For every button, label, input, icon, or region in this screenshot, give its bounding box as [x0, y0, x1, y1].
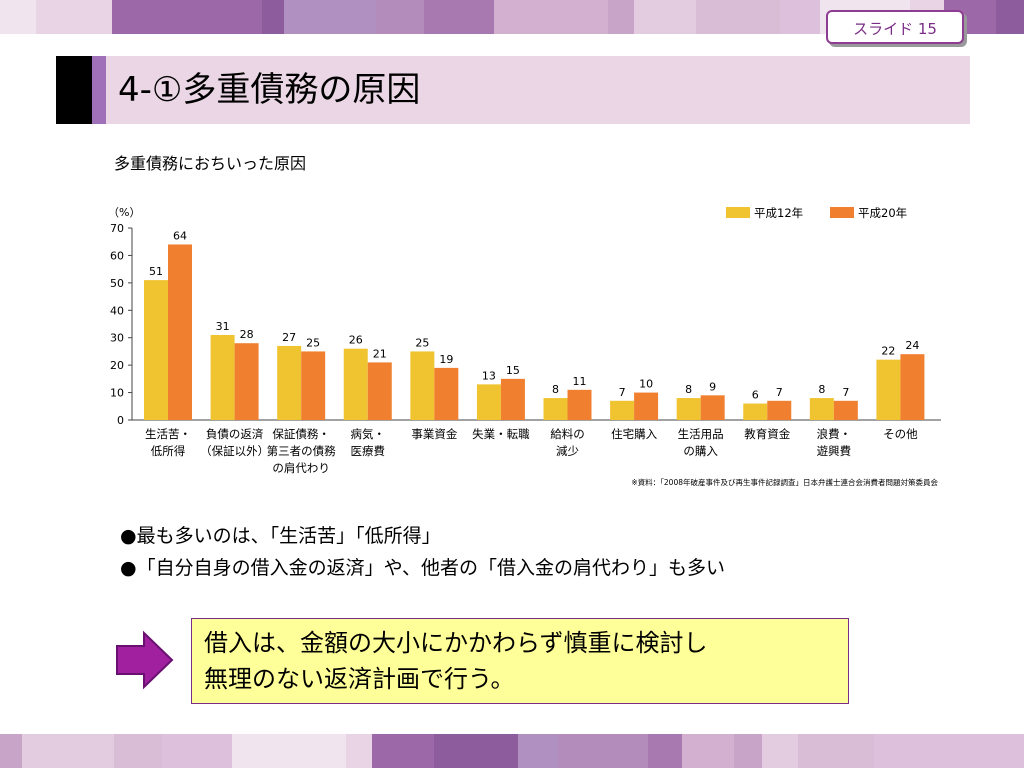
x-tick-label: 減少	[556, 444, 579, 458]
bar-data-label: 7	[842, 386, 849, 399]
title-bar-black-block	[56, 56, 92, 124]
bar-data-label: 7	[619, 386, 626, 399]
x-tick-label: 低所得	[151, 444, 186, 458]
y-tick-label: 40	[110, 304, 124, 317]
bar-data-label: 8	[552, 383, 559, 396]
y-tick-label: 10	[110, 387, 124, 400]
bar	[809, 398, 834, 420]
callout-box: 借入は、金額の大小にかかわらず慎重に検討し 無理のない返済計画で行う。	[191, 618, 849, 704]
y-tick-label: 50	[110, 277, 124, 290]
x-tick-label: 教育資金	[744, 427, 790, 441]
bar-data-label: 26	[349, 334, 363, 347]
x-tick-label: の購入	[683, 444, 718, 458]
right-arrow-icon	[114, 630, 176, 690]
bar	[144, 280, 168, 420]
bar	[700, 395, 725, 420]
bar	[476, 384, 501, 420]
bar-data-label: 8	[818, 383, 825, 396]
bar	[277, 345, 302, 420]
bullet-list: ●最も多いのは、「生活苦」「低所得」 ●「自分自身の借入金の返済」や、他者の「借…	[120, 520, 725, 584]
legend-label: 平成12年	[754, 206, 803, 220]
bar	[610, 400, 635, 420]
bar	[876, 359, 901, 420]
y-tick-label: 30	[110, 332, 124, 345]
x-tick-label: （保証以外）	[200, 444, 269, 458]
bar-data-label: 8	[685, 383, 692, 396]
x-tick-label: その他	[883, 427, 918, 441]
x-tick-label: 生活苦・	[145, 427, 191, 441]
bar-chart-svg: （%） 0 10 20 30 40 50 60 70 51 64 生活苦・低所得 31 28 負債の返済 （保…	[108, 206, 941, 487]
bar-data-label: 6	[752, 389, 759, 402]
top-decorative-stripe	[0, 0, 1024, 34]
bar-data-label: 11	[573, 375, 587, 388]
bar	[743, 403, 768, 420]
legend-label: 平成20年	[858, 206, 907, 220]
y-tick-label: 60	[110, 249, 124, 262]
bar	[234, 343, 259, 420]
bar-data-label: 10	[639, 378, 653, 391]
x-tick-label: 事業資金	[411, 427, 457, 441]
y-tick-label: 0	[117, 414, 124, 427]
bar	[500, 378, 525, 420]
bar-data-label: 19	[439, 353, 453, 366]
bar-data-label: 27	[282, 331, 296, 344]
bar	[833, 400, 858, 420]
callout-line: 無理のない返済計画で行う。	[204, 665, 515, 693]
y-axis-label: （%）	[108, 206, 140, 219]
x-tick-label: 給料の	[550, 427, 585, 441]
bar	[767, 400, 792, 420]
bar	[343, 348, 368, 420]
bottom-decorative-stripe	[0, 734, 1024, 768]
page-title: 4-①多重債務の原因	[118, 70, 421, 110]
bullet-item: ●「自分自身の借入金の返済」や、他者の「借入金の肩代わり」も多い	[120, 557, 726, 579]
x-tick-label: 医療費	[351, 444, 386, 458]
bar	[168, 244, 192, 420]
bullet-item: ●最も多いのは、「生活苦」「低所得」	[120, 525, 441, 547]
bar	[634, 392, 659, 420]
bar-data-label: 15	[506, 364, 520, 377]
bar-chart: （%） 0 10 20 30 40 50 60 70 51 64 生活苦・低所得 31 28 負債の返済 （保…	[96, 196, 946, 496]
bar-data-label: 25	[306, 336, 320, 349]
bar-data-label: 7	[776, 386, 783, 399]
y-tick-label: 20	[110, 359, 124, 372]
bar	[210, 334, 235, 420]
bar	[434, 367, 459, 420]
title-bar-accent	[92, 56, 106, 124]
title-bar	[56, 56, 970, 124]
bar-data-label: 9	[709, 380, 716, 393]
slide-number-badge: スライド 15	[826, 10, 964, 44]
legend-swatch	[726, 207, 750, 218]
bar	[676, 398, 701, 420]
x-tick-label: 失業・転職	[472, 427, 530, 441]
x-tick-label: 病気・	[351, 427, 386, 441]
x-tick-label: の肩代わり	[272, 461, 330, 475]
bar	[900, 354, 925, 420]
bar-data-label: 22	[881, 345, 895, 358]
x-tick-label: 保証債務・	[272, 427, 330, 441]
bar	[543, 398, 568, 420]
x-tick-label: 住宅購入	[611, 427, 657, 441]
y-tick-label: 70	[110, 222, 124, 235]
x-tick-label: 遊興費	[817, 444, 852, 458]
bar	[301, 351, 326, 420]
bar-data-label: 13	[482, 369, 496, 382]
bar-data-label: 28	[240, 328, 254, 341]
bar-data-label: 25	[415, 336, 429, 349]
bar-data-label: 31	[216, 320, 230, 333]
bar-data-label: 24	[905, 339, 919, 352]
bar	[410, 351, 435, 420]
x-tick-label: 第三者の債務	[267, 444, 336, 458]
callout-line: 借入は、金額の大小にかかわらず慎重に検討し	[204, 629, 708, 657]
bar-data-label: 21	[373, 347, 387, 360]
chart-subtitle: 多重債務におちいった原因	[114, 154, 307, 173]
source-note: ※資料：「2008年破産事件及び再生事件記録調査」日本弁護士連合会消費者問題対策…	[631, 477, 938, 487]
bar-data-label: 51	[149, 265, 163, 278]
x-tick-label: 生活用品	[678, 427, 724, 441]
legend-swatch	[830, 207, 854, 218]
bar	[567, 389, 592, 420]
x-tick-label: 浪費・	[817, 427, 852, 441]
x-tick-label: 負債の返済	[206, 427, 264, 441]
bar	[367, 362, 392, 420]
bar-data-label: 64	[173, 229, 187, 242]
